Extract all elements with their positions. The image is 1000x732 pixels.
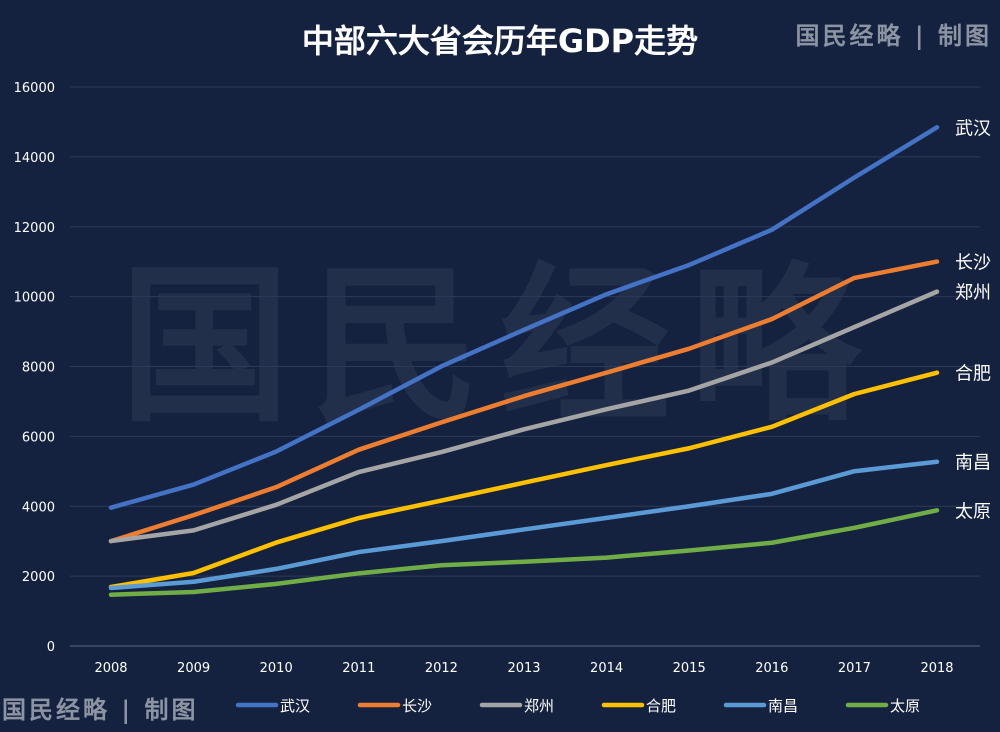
series-line-武汉 [108, 125, 940, 510]
x-tick-label: 2011 [342, 661, 375, 676]
y-tick-label: 10000 [14, 291, 55, 306]
y-tick-label: 8000 [22, 361, 55, 376]
x-tick-label: 2017 [838, 661, 871, 676]
x-tick-label: 2016 [755, 661, 788, 676]
series-end-label: 长沙 [955, 253, 991, 274]
series-line-合肥 [108, 370, 940, 590]
series-end-label: 武汉 [955, 118, 991, 139]
y-tick-label: 16000 [14, 81, 55, 96]
y-tick-label: 12000 [14, 221, 55, 236]
x-tick-label: 2014 [590, 661, 623, 676]
legend-label: 合肥 [646, 697, 676, 715]
x-tick-label: 2010 [260, 661, 293, 676]
series-line-郑州 [108, 289, 940, 544]
legend-label: 武汉 [280, 697, 310, 715]
legend-label: 南昌 [768, 697, 798, 715]
legend-label: 长沙 [402, 697, 432, 715]
series-line-太原 [108, 508, 940, 597]
series-end-label: 太原 [955, 501, 991, 522]
chart-title: 中部六大省会历年GDP走势 [302, 22, 698, 60]
x-tick-label: 2012 [425, 661, 458, 676]
legend-label: 太原 [890, 697, 920, 715]
brand-credit-top: 国民经略 | 制图 [795, 21, 992, 50]
x-tick-label: 2008 [94, 661, 127, 676]
legend-label: 郑州 [524, 697, 554, 715]
x-tick-label: 2009 [177, 661, 210, 676]
series-line-长沙 [108, 259, 940, 544]
y-tick-label: 0 [47, 640, 55, 655]
y-tick-label: 2000 [22, 570, 55, 585]
watermark: 国民经略 [120, 246, 880, 446]
x-tick-label: 2015 [673, 661, 706, 676]
series-line-南昌 [108, 459, 940, 591]
y-tick-label: 6000 [22, 430, 55, 445]
y-tick-label: 4000 [22, 500, 55, 515]
series-end-label: 合肥 [955, 364, 991, 385]
brand-credit-bottom: 国民经略 | 制图 [2, 695, 199, 724]
series-end-label: 郑州 [955, 283, 991, 304]
y-tick-label: 14000 [14, 151, 55, 166]
x-tick-label: 2013 [507, 661, 540, 676]
series-end-label: 南昌 [955, 453, 991, 474]
x-tick-label: 2018 [920, 661, 953, 676]
